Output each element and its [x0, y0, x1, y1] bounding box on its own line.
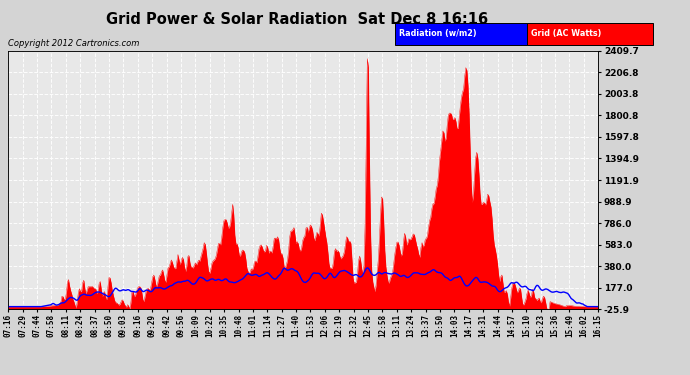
- Text: Radiation (w/m2): Radiation (w/m2): [399, 29, 476, 38]
- Text: Grid Power & Solar Radiation  Sat Dec 8 16:16: Grid Power & Solar Radiation Sat Dec 8 1…: [106, 12, 488, 27]
- Text: Grid (AC Watts): Grid (AC Watts): [531, 29, 602, 38]
- Text: Copyright 2012 Cartronics.com: Copyright 2012 Cartronics.com: [8, 39, 139, 48]
